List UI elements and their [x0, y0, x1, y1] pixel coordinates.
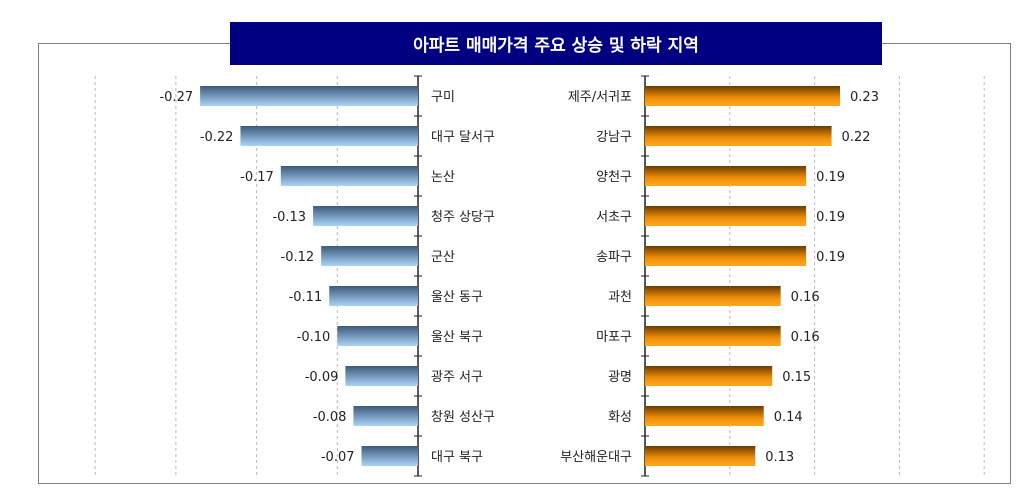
- value-label-decline: -0.22: [200, 130, 234, 145]
- category-label-rise: 과천: [608, 290, 632, 305]
- bar-decline: [345, 366, 418, 386]
- bar-rise: [645, 286, 781, 306]
- bar-rise: [645, 406, 764, 426]
- value-label-rise: 0.13: [765, 450, 794, 465]
- bar-rise: [645, 446, 756, 466]
- category-label-decline: 울산 동구: [431, 290, 483, 305]
- value-label-decline: -0.17: [240, 170, 274, 185]
- chart-title: 아파트 매매가격 주요 상승 및 하락 지역: [230, 22, 882, 65]
- bar-decline: [313, 206, 418, 226]
- value-label-rise: 0.14: [774, 410, 803, 425]
- value-label-decline: -0.11: [289, 290, 323, 305]
- category-label-rise: 양천구: [596, 170, 632, 185]
- bar-rise: [645, 86, 841, 106]
- bar-rise: [645, 246, 807, 266]
- category-label-rise: 제주/서귀포: [568, 90, 632, 105]
- value-label-rise: 0.19: [816, 250, 845, 265]
- value-label-rise: 0.16: [791, 290, 820, 305]
- bar-rise: [645, 126, 832, 146]
- category-label-rise: 화성: [608, 410, 632, 425]
- value-label-rise: 0.23: [850, 90, 879, 105]
- bar-decline: [361, 446, 418, 466]
- value-label-rise: 0.19: [816, 210, 845, 225]
- value-label-decline: -0.13: [272, 210, 306, 225]
- category-label-decline: 대구 북구: [431, 450, 483, 465]
- category-label-decline: 창원 성산구: [431, 410, 495, 425]
- category-label-rise: 송파구: [596, 250, 632, 265]
- value-label-decline: -0.07: [321, 450, 355, 465]
- category-label-rise: 광명: [608, 370, 632, 385]
- value-label-decline: -0.09: [305, 370, 339, 385]
- category-label-decline: 광주 서구: [431, 370, 483, 385]
- category-label-decline: 청주 상당구: [431, 210, 495, 225]
- bar-decline: [280, 166, 418, 186]
- bar-decline: [329, 286, 418, 306]
- bar-decline: [240, 126, 418, 146]
- bar-rise: [645, 166, 807, 186]
- value-label-decline: -0.08: [313, 410, 347, 425]
- bar-rise: [645, 206, 807, 226]
- category-label-rise: 서초구: [596, 210, 632, 225]
- value-label-rise: 0.22: [842, 130, 871, 145]
- value-label-decline: -0.12: [281, 250, 315, 265]
- category-label-decline: 울산 북구: [431, 330, 483, 345]
- value-label-rise: 0.15: [782, 370, 811, 385]
- category-label-rise: 부산해운대구: [560, 450, 632, 465]
- bar-decline: [321, 246, 418, 266]
- bar-rise: [645, 366, 773, 386]
- value-label-rise: 0.16: [791, 330, 820, 345]
- bar-decline: [337, 326, 418, 346]
- bar-decline: [353, 406, 418, 426]
- bar-decline: [200, 86, 418, 106]
- category-label-rise: 마포구: [596, 330, 632, 345]
- bar-rise: [645, 326, 781, 346]
- category-label-decline: 논산: [431, 170, 455, 185]
- category-label-decline: 구미: [431, 90, 455, 105]
- value-label-decline: -0.27: [159, 90, 193, 105]
- value-label-decline: -0.10: [297, 330, 331, 345]
- category-label-decline: 군산: [431, 250, 455, 265]
- category-label-decline: 대구 달서구: [431, 130, 495, 145]
- category-label-rise: 강남구: [596, 130, 632, 145]
- value-label-rise: 0.19: [816, 170, 845, 185]
